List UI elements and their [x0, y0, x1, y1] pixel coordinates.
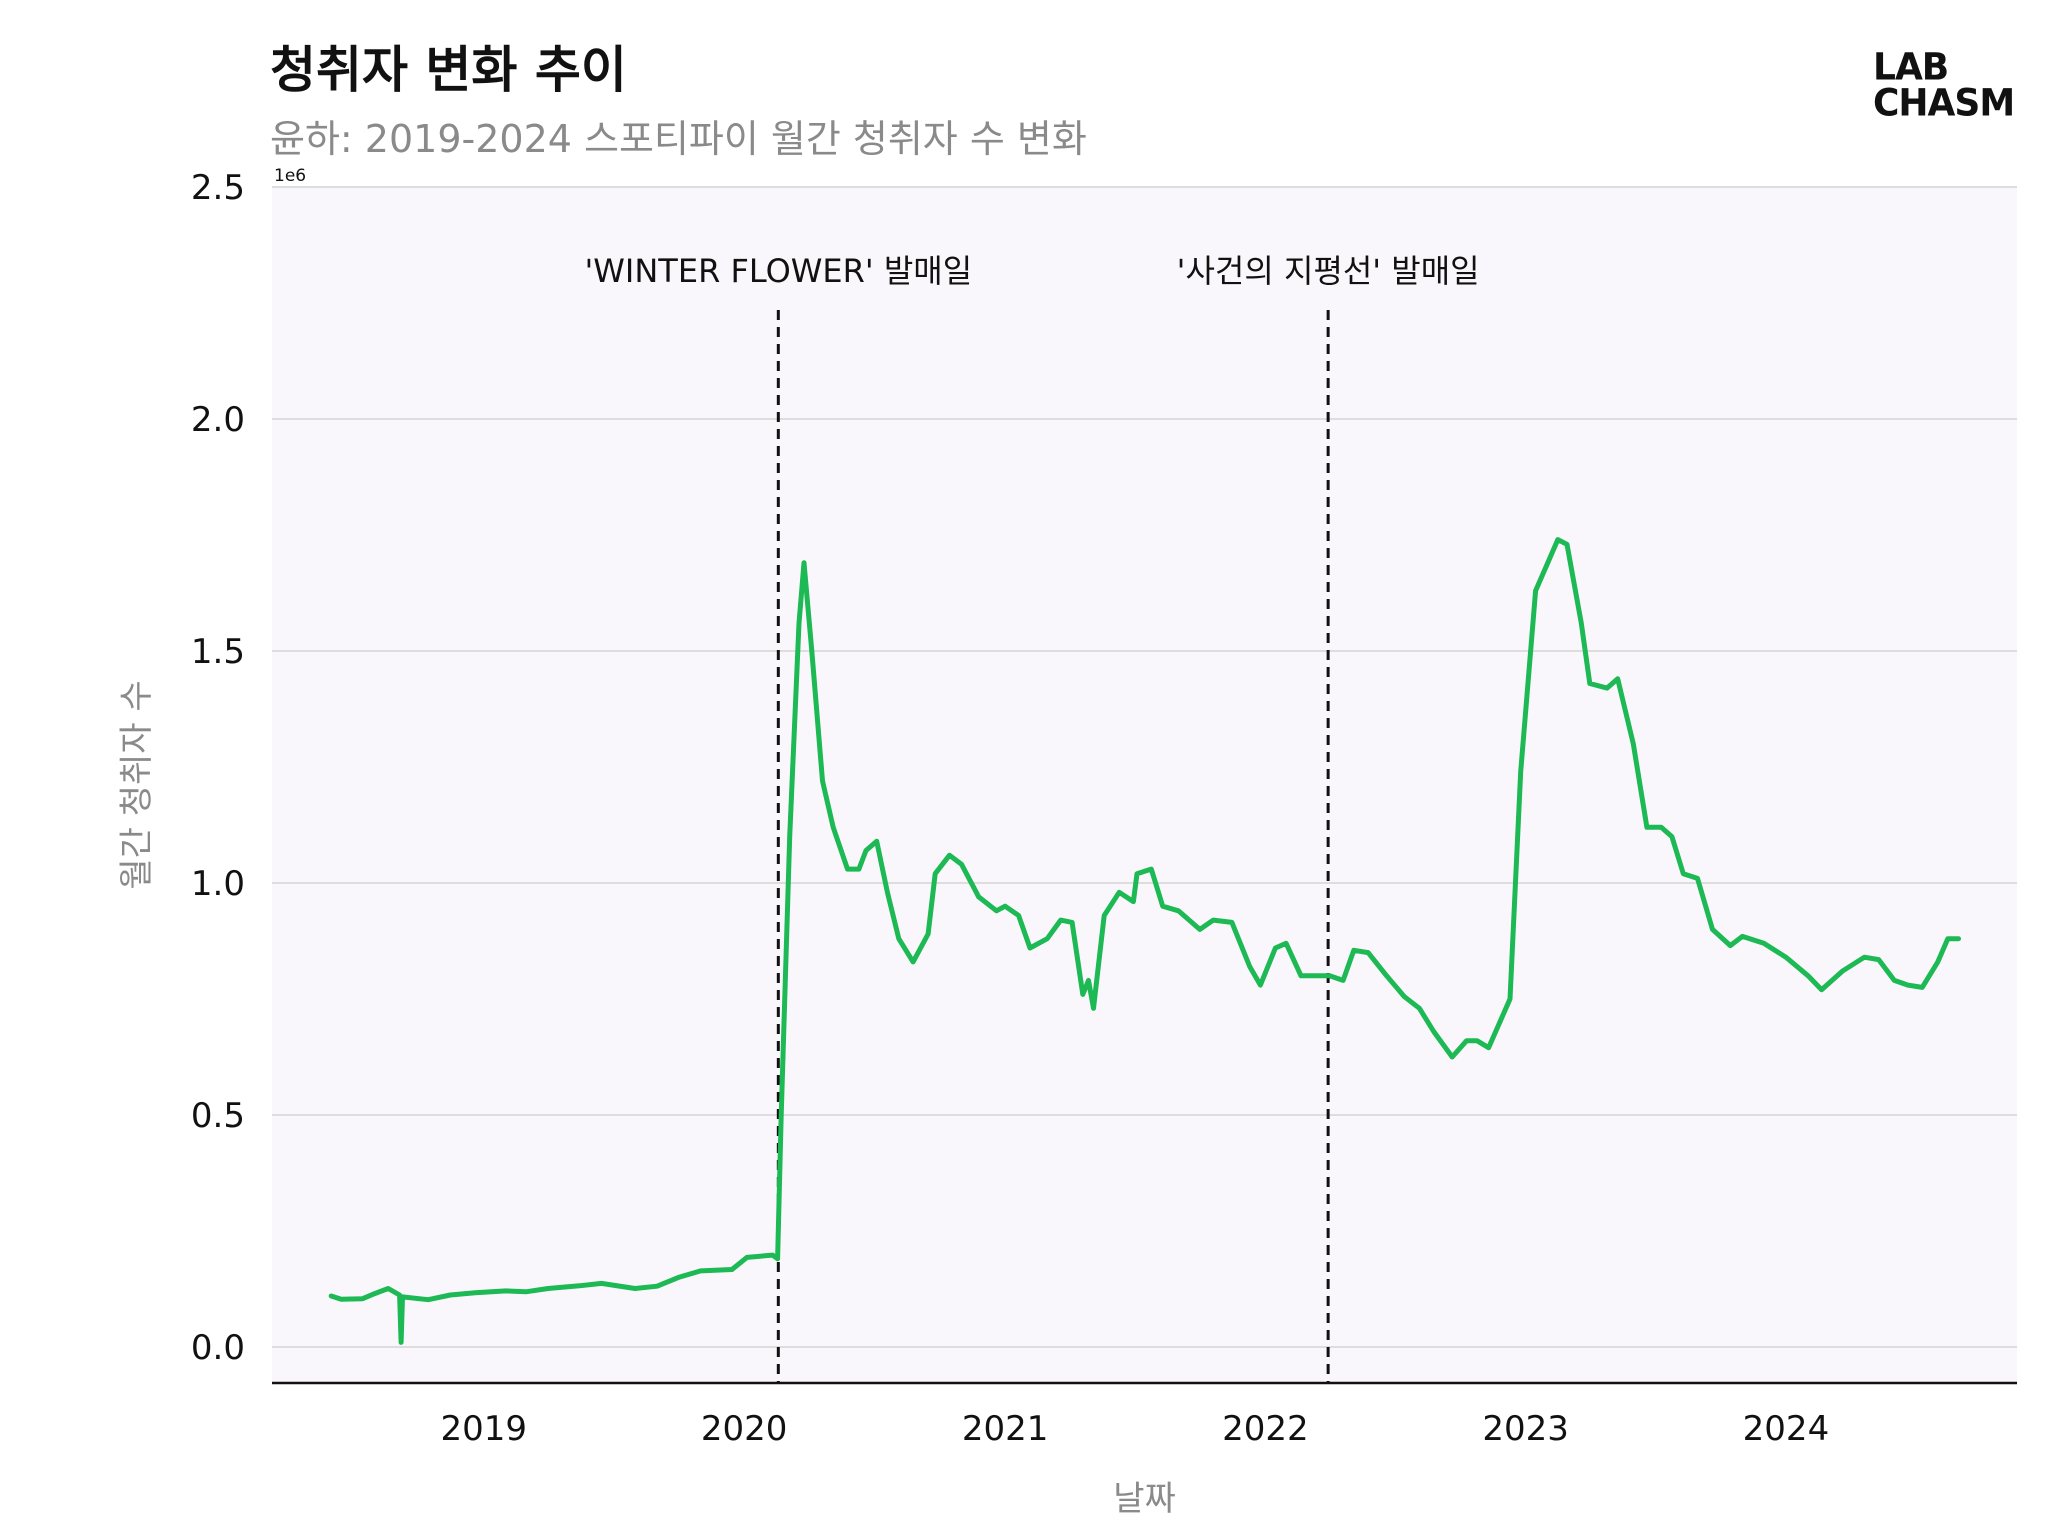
- series-line: [328, 537, 1961, 1345]
- y-tick-label: 1.5: [191, 632, 245, 672]
- y-axis-title: 월간 청취자 수: [117, 680, 157, 889]
- x-tick-label: 2022: [1222, 1409, 1309, 1449]
- annotations: 'WINTER FLOWER' 발매일 '사건의 지평선' 발매일: [584, 252, 1480, 1383]
- y-tick-label: 2.5: [191, 168, 245, 208]
- grid-lines: [272, 186, 2017, 1348]
- y-tick-labels: 0.0 0.5 1.0 1.5 2.0 2.5: [191, 168, 245, 1368]
- x-axis-title: 날짜: [1113, 1479, 1176, 1519]
- x-tick-label: 2020: [701, 1409, 788, 1449]
- chart-title: 청취자 변화 추이: [270, 41, 627, 99]
- y-tick-label: 2.0: [191, 400, 245, 440]
- logo-line-2: CHASM: [1873, 81, 2015, 125]
- chart-subtitle: 윤하: 2019-2024 스포티파이 월간 청취자 수 변화: [270, 117, 1087, 161]
- x-tick-label: 2021: [962, 1409, 1049, 1449]
- y-tick-label: 0.5: [191, 1096, 245, 1136]
- annotation-label: '사건의 지평선' 발매일: [1177, 252, 1480, 290]
- logo-line-1: LAB: [1873, 46, 1949, 90]
- plot-background: [272, 186, 2017, 1383]
- x-tick-label: 2024: [1743, 1409, 1830, 1449]
- x-tick-label: 2019: [441, 1409, 528, 1449]
- y-tick-label: 0.0: [191, 1328, 245, 1368]
- x-tick-label: 2023: [1482, 1409, 1569, 1449]
- annotation-label: 'WINTER FLOWER' 발매일: [584, 252, 972, 290]
- y-tick-label: 1.0: [191, 864, 245, 904]
- x-tick-labels: 2019 2020 2021 2022 2023 2024: [441, 1409, 1830, 1449]
- lab-chasm-logo: LAB CHASM: [1873, 46, 2018, 125]
- y-exponent-label: 1e6: [274, 166, 306, 186]
